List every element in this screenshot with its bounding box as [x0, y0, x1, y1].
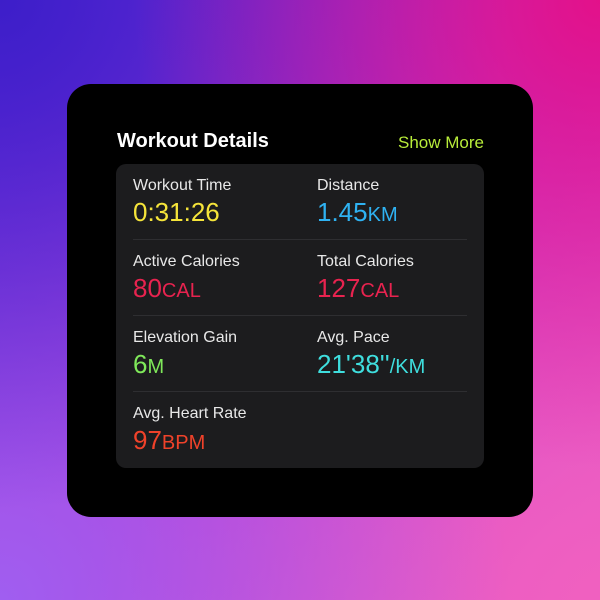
divider [133, 391, 467, 392]
metric-value: 1.45KM [317, 197, 398, 227]
show-more-link[interactable]: Show More [398, 133, 484, 152]
metric-avg-pace: Avg. Pace 21'38''/KM [317, 329, 425, 380]
metric-value: 97BPM [133, 425, 206, 455]
metrics-row: Active Calories 80CAL Total Calories 127… [116, 240, 484, 316]
metric-value: 0:31:26 [133, 197, 220, 227]
card-title: Workout Details [117, 130, 269, 152]
metric-elevation-gain: Elevation Gain 6M [133, 329, 237, 380]
divider [133, 239, 467, 240]
metrics-row: Elevation Gain 6M Avg. Pace 21'38''/KM [116, 316, 484, 392]
metric-label: Workout Time [133, 177, 232, 194]
metrics-panel: Workout Time 0:31:26 Distance 1.45KM Act… [116, 164, 484, 468]
metric-workout-time: Workout Time 0:31:26 [133, 177, 231, 228]
metric-total-calories: Total Calories 127CAL [317, 253, 414, 304]
metric-value: 21'38''/KM [317, 349, 426, 379]
metric-label: Avg. Pace [317, 329, 390, 346]
metric-value: 80CAL [133, 273, 201, 303]
metrics-row: Workout Time 0:31:26 Distance 1.45KM [116, 164, 484, 240]
metric-distance: Distance 1.45KM [317, 177, 398, 228]
metric-label: Distance [317, 177, 380, 194]
metric-value: 6M [133, 349, 165, 379]
metric-avg-heart-rate: Avg. Heart Rate 97BPM [133, 405, 247, 456]
divider [133, 315, 467, 316]
metric-active-calories: Active Calories 80CAL [133, 253, 240, 304]
metric-value: 127CAL [317, 273, 400, 303]
metric-label: Total Calories [317, 253, 414, 270]
metric-label: Avg. Heart Rate [133, 405, 247, 422]
workout-details-card: Workout Details Show More Workout Time 0… [67, 84, 533, 517]
metric-label: Active Calories [133, 253, 240, 270]
metric-label: Elevation Gain [133, 329, 238, 346]
metrics-row: Avg. Heart Rate 97BPM [116, 392, 484, 468]
